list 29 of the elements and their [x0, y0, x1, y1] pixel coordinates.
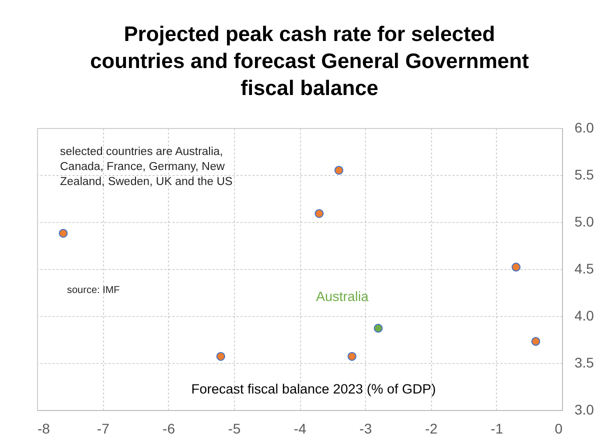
- point: [374, 324, 383, 333]
- y-tick-label: 5.5: [574, 166, 594, 182]
- x-axis-title: Forecast fiscal balance 2023 (% of GDP): [191, 382, 436, 396]
- x-tick-label: -5: [228, 420, 241, 436]
- x-tick-label: 0: [554, 420, 563, 436]
- x-tick-label: -2: [425, 420, 438, 436]
- point: [216, 352, 226, 361]
- x-tick-label: -8: [38, 420, 50, 436]
- point: [314, 209, 324, 218]
- y-tick-label: 3.5: [574, 354, 594, 370]
- x-tick-label: -3: [359, 420, 372, 436]
- y-tick-label: 6.0: [574, 120, 594, 136]
- point: [58, 228, 68, 238]
- y-tick-label: 3.0: [574, 402, 594, 418]
- y-tick-label: 5.0: [574, 214, 594, 230]
- x-tick-label: -7: [96, 420, 110, 436]
- point: [334, 166, 344, 175]
- x-tick-label: -6: [162, 420, 176, 436]
- point: [512, 262, 520, 272]
- chart-title: Projected peak cash rate for selected countries and forecast General Government fiscal balance: [90, 23, 529, 100]
- y-tick-label: 4.5: [574, 260, 594, 276]
- y-tick-label: 4.0: [574, 308, 594, 324]
- x-tick-label: -4: [294, 420, 306, 436]
- x-tick-label: -1: [490, 420, 504, 436]
- point: [348, 352, 356, 361]
- series-label: Australia: [316, 289, 369, 304]
- point: [531, 336, 540, 346]
- annotation: selected countries are Australia, Canada, France, Germany, New Zealand, Sweden, UK and the US: [60, 146, 233, 188]
- annotation: source: IMF: [67, 285, 120, 296]
